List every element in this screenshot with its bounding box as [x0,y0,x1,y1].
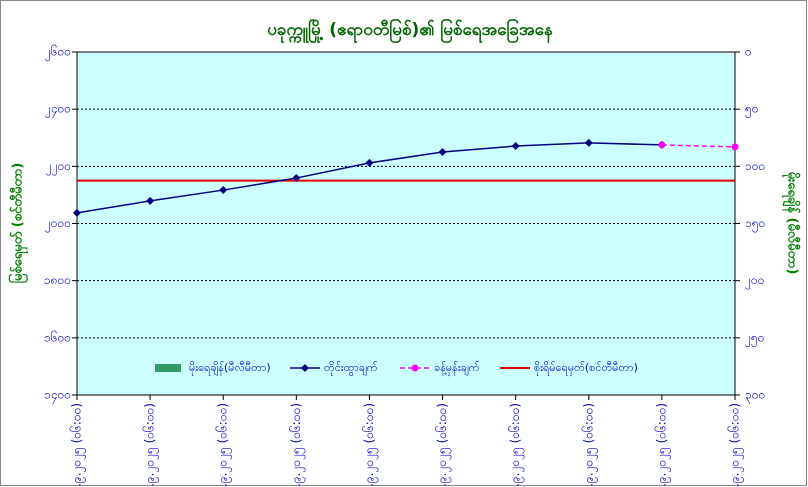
chart-title: ပခုက္ကူမြို့ (ဧရာဝတီမြစ်)၏ မြစ်ရေအခြေအနေ [267,17,553,44]
y-tick-label: ၂၂၀၀ [46,159,71,176]
y2-tick-label: ၂၅၀ [745,330,764,347]
legend-marker [301,364,309,372]
legend-label: မိုးရေချိန်(မီလီမီတာ) [189,361,271,376]
y-axis-title: မြစ်ရေမှတ် (စင်တီမီတာ) [8,163,29,284]
x-tick-label: ၁၁.၉.၂၀၂၅ (၀၆:၀၀) [361,403,379,487]
y2-tick-label: ၀ [745,45,752,59]
y-tick-label: ၁၆၀၀ [44,329,71,344]
point [584,138,593,147]
y-tick-label: ၂၀၀၀ [45,216,71,233]
x-tick-label: ၈.၉.၂၀၂၅ (၀၆:၀၀) [142,403,160,487]
x-tick-label: ၁၃.၉.၂၀၂၅ (၀၆:၀၀) [507,403,525,487]
point [731,143,739,151]
legend-label: စိုးရိမ်ရေမှတ်(စင်တီမီတာ) [534,361,638,376]
legend-marker [411,364,419,372]
x-tick-label: ၁၆.၉.၂၀၂၅ (၀၆:၀၀) [727,403,745,487]
x-tick-label: ၁၂.၉.၂၀၂၅ (၀၆:၀၀) [434,403,452,487]
point [219,186,228,195]
legend-label: တိုင်းထွာချက် [324,361,378,376]
point [511,142,520,151]
x-tick-label: ၉.၉.၂၀၂၅ (၀၆:၀၀) [215,403,233,487]
legend-swatch [155,364,181,372]
y2-tick-label: ၂၀၀ [745,273,764,290]
series-line [661,144,736,148]
y-tick-label: ၂၄၀၀ [45,102,71,119]
y-tick-label: ၂၆၀၀ [45,44,71,62]
y2-axis-title: မိုးရေချိန် (မီလီမီတာ) [782,172,802,275]
x-tick-label: ၇.၉.၂၀၂၅ (၀၆:၀၀) [69,403,87,487]
point [658,141,666,149]
point [146,196,155,205]
point [73,208,81,217]
legend-label: ခန့်မှန်းချက် [434,361,480,376]
point [365,158,374,167]
point [438,148,447,157]
point [292,174,301,183]
y2-tick-label: ၁၅၀ [745,216,765,233]
x-tick-label: ၁၄.၉.၂၀၂၅ (၀၆:၀၀) [580,403,598,487]
x-tick-label: ၁၀.၉.၂၀၂၅ (၀၆:၀၀) [288,403,306,487]
y-tick-label: ၁၈၀၀ [44,273,71,287]
y-tick-label: ၁၄၀၀ [44,388,71,405]
y2-tick-label: ၃၀၀ [745,388,765,405]
x-tick-label: ၁၅.၉.၂၀၂၅ (၀၆:၀၀) [653,403,671,487]
y2-tick-label: ၅၀ [745,102,759,119]
y2-tick-label: ၁၀၀ [745,159,765,173]
